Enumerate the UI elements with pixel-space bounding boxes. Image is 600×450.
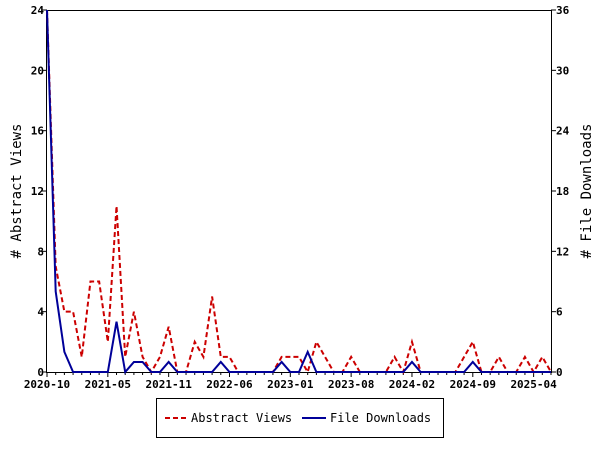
left-tick-label: 12 [31, 185, 44, 198]
series-line-abstract-views [46, 9, 552, 375]
x-tick-label: 2023-08 [328, 378, 374, 391]
right-tick-label: 0 [556, 366, 563, 379]
left-tick-label: 4 [37, 306, 44, 319]
x-tick-label: 2023-01 [267, 378, 314, 391]
legend: Abstract Views File Downloads [156, 398, 444, 438]
right-tick-label: 12 [556, 245, 569, 258]
right-tick-label: 36 [556, 4, 570, 17]
right-tick-label: 30 [556, 64, 569, 77]
left-tick-label: 0 [37, 366, 44, 379]
right-tick-label: 6 [556, 306, 563, 319]
left-tick-label: 16 [31, 125, 45, 138]
x-tick-label: 2021-11 [145, 378, 192, 391]
series-layer [46, 9, 552, 375]
x-tick-label: 2025-04 [510, 378, 557, 391]
left-axis: 0 4 8 12 16 20 24 [31, 4, 47, 379]
right-tick-label: 24 [556, 125, 570, 138]
x-tick-label: 2021-05 [85, 378, 131, 391]
y-right-title: # File Downloads [579, 124, 595, 259]
left-tick-label: 20 [31, 64, 44, 77]
x-tick-label: 2020-10 [24, 378, 70, 391]
x-tick-label: 2024-09 [450, 378, 496, 391]
legend-label-abstract-views: Abstract Views [191, 411, 292, 425]
left-tick-label: 8 [37, 245, 44, 258]
x-tick-label: 2024-02 [389, 378, 435, 391]
right-tick-label: 18 [556, 185, 569, 198]
left-tick-label: 24 [31, 4, 45, 17]
series-line-file-downloads [46, 9, 551, 375]
x-tick-label: 2022-06 [206, 378, 253, 391]
legend-label-file-downloads: File Downloads [330, 411, 431, 425]
legend-box [156, 398, 444, 438]
y-left-title: # Abstract Views [9, 124, 25, 259]
x-axis: 2020-10 2021-05 2021-11 2022-06 2023-01 2023-… [24, 372, 557, 391]
right-axis: 0 6 12 18 24 30 36 [551, 4, 570, 379]
